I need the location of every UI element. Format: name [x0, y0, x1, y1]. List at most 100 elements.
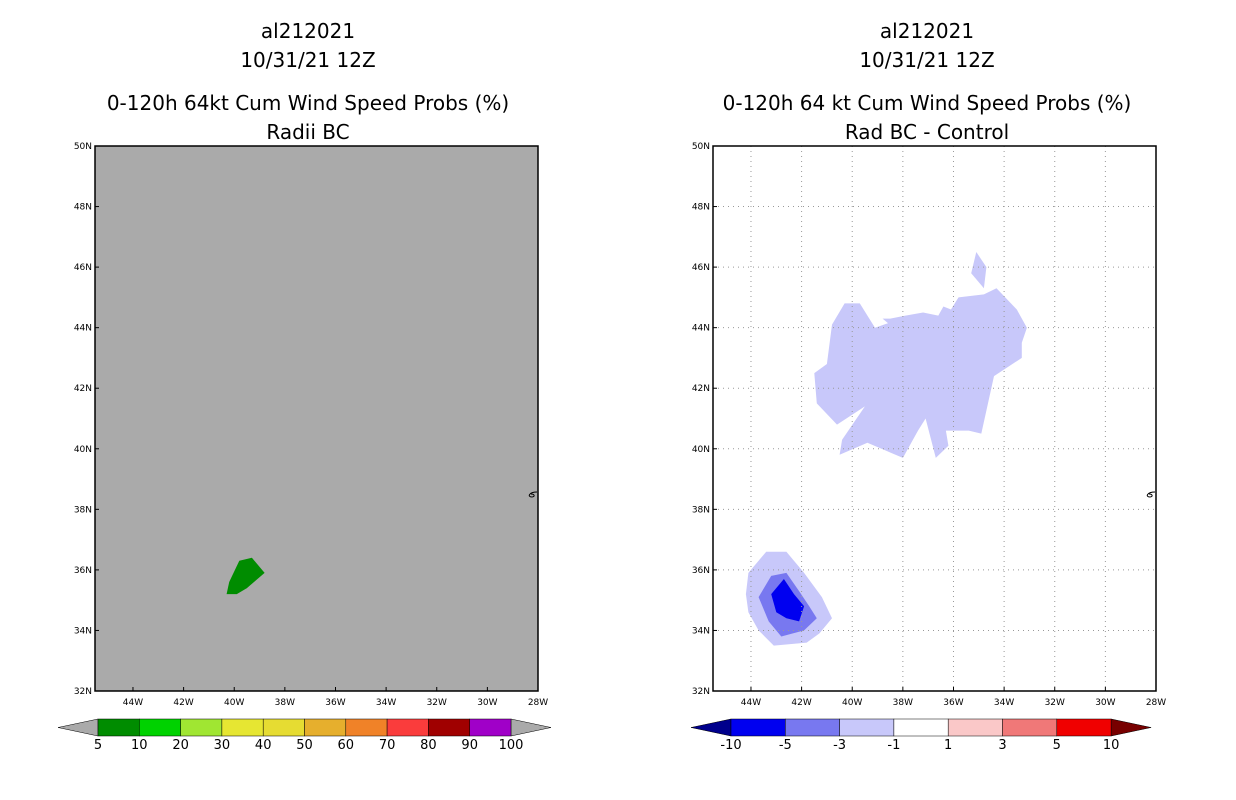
- right-title-product: 0-120h 64 kt Cum Wind Speed Probs (%): [723, 91, 1132, 115]
- left-coastline-fragment: [528, 491, 538, 498]
- colorbar-over-arrow: [510, 718, 552, 737]
- colorbar-swatch-2: [839, 718, 895, 737]
- right-panel-difference: al212021 10/31/21 12Z 0-120h 64 kt Cum W…: [690, 19, 1166, 753]
- prob-region-0: [226, 557, 265, 595]
- colorbar-swatch-1: [785, 718, 840, 737]
- left-map-background: [95, 146, 538, 691]
- y-tick-label-0: 50N: [74, 142, 92, 152]
- left-title-subtitle: Radii BC: [266, 120, 349, 144]
- prob-region-4: [771, 579, 805, 622]
- colorbar-label-6: 5: [1053, 738, 1061, 753]
- y-tick-label-6: 38N: [74, 505, 92, 515]
- x-tick-label-5: 34W: [376, 698, 396, 708]
- x-tick-label-7: 30W: [477, 698, 497, 708]
- colorbar-label-3: -1: [887, 738, 900, 753]
- colorbar-label-5: 3: [998, 738, 1006, 753]
- colorbar-over-arrow: [1110, 718, 1152, 737]
- colorbar-swatch-8: [428, 718, 470, 737]
- x-tick-label-0: 44W: [123, 698, 143, 708]
- left-prob-regions: [226, 557, 265, 595]
- colorbar-swatch-9: [469, 718, 512, 737]
- x-tick-label-7: 30W: [1095, 698, 1115, 708]
- colorbar-swatch-1: [139, 718, 181, 737]
- colorbar-label-1: 10: [131, 738, 148, 753]
- x-tick-label-3: 38W: [275, 698, 295, 708]
- prob-region-1: [971, 252, 987, 289]
- y-tick-label-5: 40N: [74, 445, 92, 455]
- colorbar-under-arrow: [57, 718, 99, 737]
- colorbar-swatch-0: [97, 718, 140, 737]
- right-diff-regions: [745, 252, 1027, 646]
- left-x-axis: 44W 42W 40W 38W 36W 34W 32W 30W 28W: [123, 687, 548, 708]
- colorbar-label-2: -3: [833, 738, 846, 753]
- y-tick-label-3: 44N: [692, 324, 710, 334]
- y-tick-label-5: 40N: [692, 445, 710, 455]
- x-tick-label-2: 40W: [842, 698, 862, 708]
- prob-region-0: [814, 288, 1027, 458]
- colorbar-label-10: 100: [499, 738, 524, 753]
- colorbar-label-7: 10: [1103, 738, 1120, 753]
- x-tick-label-2: 40W: [224, 698, 244, 708]
- colorbar-swatch-5: [304, 718, 347, 737]
- x-tick-label-5: 34W: [994, 698, 1014, 708]
- colorbar-swatch-3: [221, 718, 264, 737]
- right-y-axis: 50N 48N 46N 44N 42N 40N 38N 36N 34N 32N: [692, 142, 717, 697]
- x-tick-label-8: 28W: [1146, 698, 1166, 708]
- x-tick-label-1: 42W: [173, 698, 193, 708]
- colorbar-swatch-2: [180, 718, 223, 737]
- colorbar-label-8: 80: [420, 738, 437, 753]
- left-title-storm-id: al212021: [261, 19, 355, 43]
- colorbar-label-1: -5: [779, 738, 792, 753]
- colorbar-under-arrow: [690, 718, 732, 737]
- colorbar-swatch-4: [262, 718, 305, 737]
- colorbar-label-3: 30: [214, 738, 231, 753]
- x-tick-label-1: 42W: [791, 698, 811, 708]
- right-coastline-fragment: [1146, 491, 1156, 498]
- y-tick-label-2: 46N: [74, 263, 92, 273]
- left-title-date: 10/31/21 12Z: [240, 48, 375, 72]
- colorbar-label-4: 40: [255, 738, 272, 753]
- colorbar-swatch-5: [1002, 718, 1058, 737]
- colorbar-label-2: 20: [172, 738, 189, 753]
- colorbar-label-5: 50: [296, 738, 313, 753]
- y-tick-label-7: 36N: [692, 566, 710, 576]
- colorbar-label-4: 1: [944, 738, 952, 753]
- y-tick-label-8: 34N: [692, 626, 710, 636]
- y-tick-label-9: 32N: [692, 687, 710, 697]
- x-tick-label-8: 28W: [528, 698, 548, 708]
- colorbar-swatch-0: [730, 718, 786, 737]
- colorbar-label-0: 5: [94, 738, 102, 753]
- left-title-product: 0-120h 64kt Cum Wind Speed Probs (%): [107, 91, 509, 115]
- y-tick-label-6: 38N: [692, 505, 710, 515]
- y-tick-label-9: 32N: [74, 687, 92, 697]
- colorbar-swatch-4: [947, 718, 1003, 737]
- colorbar-label-0: -10: [720, 738, 741, 753]
- y-tick-label-2: 46N: [692, 263, 710, 273]
- colorbar-swatch-6: [1056, 718, 1112, 737]
- right-map-frame: [712, 145, 1157, 692]
- x-tick-label-6: 32W: [427, 698, 447, 708]
- right-x-axis: 44W 42W 40W 38W 36W 34W 32W 30W 28W: [741, 687, 1166, 708]
- colorbar-swatch-3: [893, 718, 949, 737]
- y-tick-label-4: 42N: [692, 384, 710, 394]
- x-tick-label-4: 36W: [325, 698, 345, 708]
- y-tick-label-1: 48N: [74, 203, 92, 213]
- colorbar-label-6: 60: [338, 738, 355, 753]
- colorbar-label-9: 90: [461, 738, 478, 753]
- colorbar-swatch-7: [386, 718, 429, 737]
- x-tick-label-6: 32W: [1045, 698, 1065, 708]
- left-map-frame: [94, 145, 539, 692]
- right-title-subtitle: Rad BC - Control: [845, 120, 1009, 144]
- y-tick-label-3: 44N: [74, 324, 92, 334]
- right-title-date: 10/31/21 12Z: [859, 48, 994, 72]
- y-tick-label-8: 34N: [74, 626, 92, 636]
- right-title-storm-id: al212021: [880, 19, 974, 43]
- y-tick-label-0: 50N: [692, 142, 710, 152]
- x-tick-label-4: 36W: [943, 698, 963, 708]
- colorbar-swatch-6: [345, 718, 388, 737]
- y-tick-label-4: 42N: [74, 384, 92, 394]
- x-tick-label-0: 44W: [741, 698, 761, 708]
- left-y-axis: 50N 48N 46N 44N 42N 40N 38N 36N 34N 32N: [74, 142, 99, 697]
- left-colorbar: 5 10 20 30 40 50 60 70 80 90 100: [57, 718, 552, 753]
